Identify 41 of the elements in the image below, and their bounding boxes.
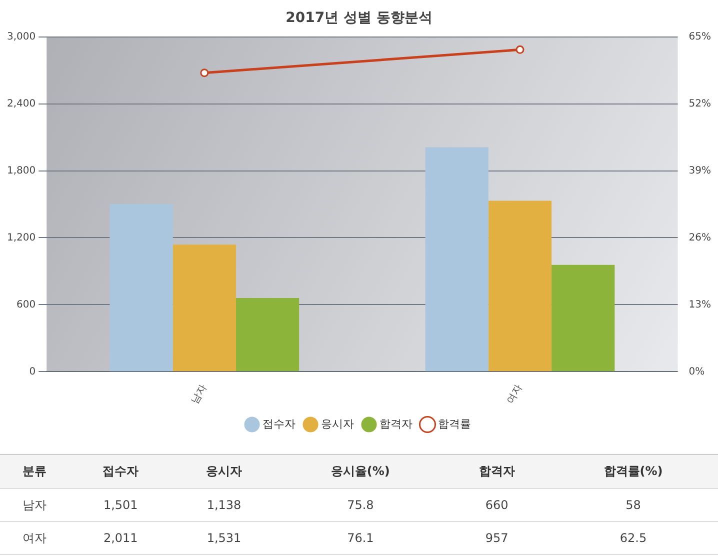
- bar: [236, 298, 300, 372]
- data-label: 58: [548, 488, 718, 522]
- data-label: 1,138: [172, 488, 276, 522]
- data-label: 75.8: [276, 488, 446, 522]
- y2-tick-label: 26%: [688, 232, 712, 244]
- bar: [172, 244, 236, 372]
- text: 합격률(%): [548, 454, 718, 488]
- text: 응시자: [172, 454, 276, 488]
- y2-tick-label: 39%: [688, 165, 712, 176]
- legend-label: 응시자: [321, 417, 354, 430]
- y2-tick-label: 0%: [688, 366, 705, 378]
- data-label: 62.5: [548, 522, 718, 554]
- category-label: 남자: [0, 488, 69, 522]
- data-label: 2,011: [68, 522, 172, 554]
- text: 분류: [0, 454, 69, 488]
- legend-label: 합격자: [380, 417, 412, 430]
- y-tick-label: 1,200: [6, 232, 36, 244]
- data-label: 1,501: [68, 488, 172, 522]
- bar: [488, 200, 552, 372]
- data-label: 76.1: [276, 522, 446, 554]
- y-tick-label: 1,800: [6, 165, 36, 176]
- y2-tick-label: 13%: [688, 299, 712, 310]
- data-label: 660: [445, 488, 549, 522]
- y-tick-label: 3,000: [6, 31, 36, 42]
- y-tick-label: 2,400: [6, 98, 36, 110]
- y-tick-label: 0: [29, 366, 36, 378]
- y2-tick-label: 65%: [688, 31, 712, 42]
- category-label: 여자: [0, 522, 69, 554]
- chart-title: 2017년 성별 동향분석: [286, 10, 432, 26]
- bar: [552, 264, 615, 372]
- legend-label: 접수자: [262, 417, 296, 430]
- text: 접수자: [68, 454, 172, 488]
- text: 합격자: [445, 454, 549, 488]
- text: 응시율(%): [276, 454, 446, 488]
- data-label: 1,531: [172, 522, 276, 554]
- bar: [425, 147, 488, 372]
- bar: [110, 204, 173, 372]
- data-label: 957: [445, 522, 549, 554]
- y2-tick-label: 52%: [688, 98, 712, 110]
- legend-label: 합격률: [438, 417, 471, 430]
- y-tick-label: 600: [16, 299, 36, 310]
